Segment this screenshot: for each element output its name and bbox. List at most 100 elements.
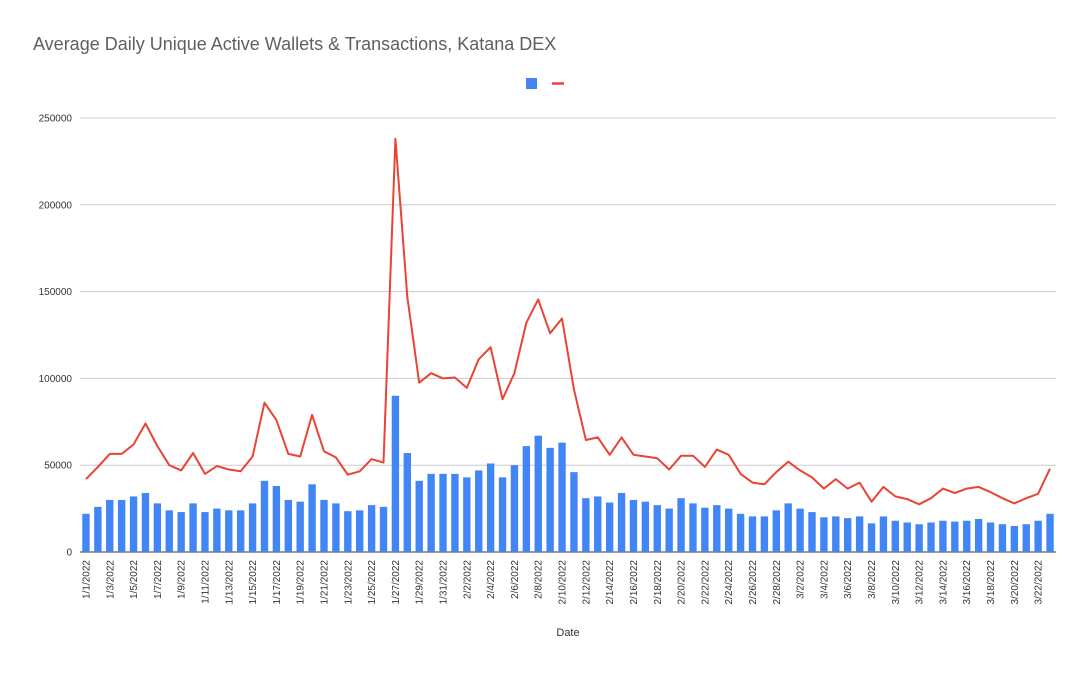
- bar: [605, 502, 614, 552]
- x-tick-label: 2/6/2022: [510, 560, 521, 599]
- bar: [689, 503, 697, 552]
- bar: [736, 513, 745, 552]
- series-line: [85, 137, 1051, 506]
- bar: [546, 447, 554, 552]
- bar: [415, 480, 423, 552]
- bar: [867, 523, 876, 552]
- x-tick-label: 3/14/2022: [938, 560, 949, 605]
- bar: [498, 477, 507, 552]
- y-tick-label: 0: [66, 548, 72, 559]
- bar: [296, 501, 304, 552]
- x-tick-label: 3/8/2022: [867, 560, 878, 599]
- bar: [713, 505, 721, 552]
- bar: [582, 498, 590, 552]
- x-tick-label: 2/26/2022: [748, 560, 759, 605]
- gridlines: [80, 117, 1056, 553]
- bar: [260, 480, 269, 552]
- x-tick-label: 1/31/2022: [439, 560, 450, 605]
- bar: [272, 486, 281, 552]
- x-tick-label: 1/17/2022: [272, 560, 283, 605]
- x-tick-label: 2/20/2022: [677, 560, 688, 605]
- bar: [486, 463, 495, 552]
- x-tick-label: 1/7/2022: [153, 560, 164, 599]
- x-tick-label: 1/5/2022: [129, 560, 140, 599]
- bar: [248, 503, 257, 552]
- bar: [403, 453, 412, 552]
- x-tick-label: 2/4/2022: [486, 560, 497, 599]
- bar: [427, 473, 435, 552]
- legend-swatch-bar: [526, 78, 537, 89]
- bar: [117, 499, 126, 552]
- bar: [451, 473, 459, 552]
- bar: [332, 503, 340, 552]
- bar: [439, 473, 447, 552]
- bar: [165, 510, 173, 552]
- bar: [534, 435, 542, 552]
- bar: [665, 508, 673, 552]
- y-tick-label: 100000: [39, 374, 73, 385]
- bar: [1022, 524, 1030, 552]
- bar: [760, 516, 769, 552]
- x-tick-label: 2/28/2022: [772, 560, 783, 605]
- x-tick-label: 2/2/2022: [462, 560, 473, 599]
- bar: [617, 492, 626, 552]
- bar-series: [82, 395, 1054, 552]
- bar: [367, 505, 376, 552]
- x-tick-label: 3/2/2022: [796, 560, 807, 599]
- x-tick-label: 1/29/2022: [415, 560, 426, 605]
- bar: [629, 499, 638, 552]
- bar: [891, 520, 900, 552]
- bar: [141, 492, 150, 552]
- x-tick-label: 3/16/2022: [962, 560, 973, 605]
- x-tick-label: 3/18/2022: [986, 560, 997, 605]
- x-axis-ticks: 1/1/2022 1/3/2022 1/5/2022 1/7/2022 1/9/2022…: [81, 560, 1044, 605]
- y-tick-label: 200000: [39, 200, 73, 211]
- bar: [796, 508, 804, 552]
- x-tick-label: 2/10/2022: [558, 560, 569, 605]
- bar: [510, 465, 519, 552]
- bar: [391, 395, 400, 552]
- x-tick-label: 2/14/2022: [605, 560, 616, 605]
- line-series: [85, 137, 1051, 506]
- bar: [986, 522, 995, 552]
- bar: [320, 499, 328, 552]
- bar: [974, 519, 983, 552]
- bar: [772, 510, 780, 552]
- bar: [570, 472, 578, 552]
- y-tick-label: 150000: [39, 287, 73, 298]
- bar: [475, 470, 483, 552]
- bar: [724, 508, 733, 552]
- y-tick-label: 250000: [39, 114, 73, 125]
- y-tick-label: 50000: [44, 461, 72, 472]
- bar: [344, 511, 352, 552]
- x-tick-label: 2/12/2022: [581, 560, 592, 605]
- x-tick-label: 2/22/2022: [700, 560, 711, 605]
- bar: [225, 510, 233, 552]
- bar: [356, 510, 364, 552]
- x-axis-title: Date: [556, 627, 579, 639]
- y-axis-ticks: 0 50000 100000 150000 200000 250000: [39, 114, 73, 559]
- x-tick-label: 2/24/2022: [724, 560, 735, 605]
- x-tick-label: 1/11/2022: [200, 560, 211, 604]
- bar: [939, 520, 947, 552]
- bar: [213, 508, 221, 552]
- x-tick-label: 2/16/2022: [629, 560, 640, 605]
- bar: [1010, 525, 1019, 552]
- bar: [94, 506, 102, 552]
- x-tick-label: 1/19/2022: [296, 560, 307, 605]
- bar: [903, 522, 911, 552]
- bar: [784, 503, 792, 552]
- bar: [236, 510, 245, 552]
- x-tick-label: 1/27/2022: [391, 560, 402, 605]
- bar: [308, 484, 316, 552]
- x-tick-label: 1/23/2022: [343, 560, 354, 605]
- bar: [594, 496, 602, 552]
- bar: [82, 513, 90, 552]
- x-tick-label: 1/21/2022: [320, 560, 331, 605]
- bar: [653, 505, 661, 552]
- bar: [284, 499, 292, 552]
- bar: [641, 501, 650, 552]
- bar: [189, 503, 197, 552]
- chart-title: Average Daily Unique Active Wallets & Tr…: [33, 34, 557, 54]
